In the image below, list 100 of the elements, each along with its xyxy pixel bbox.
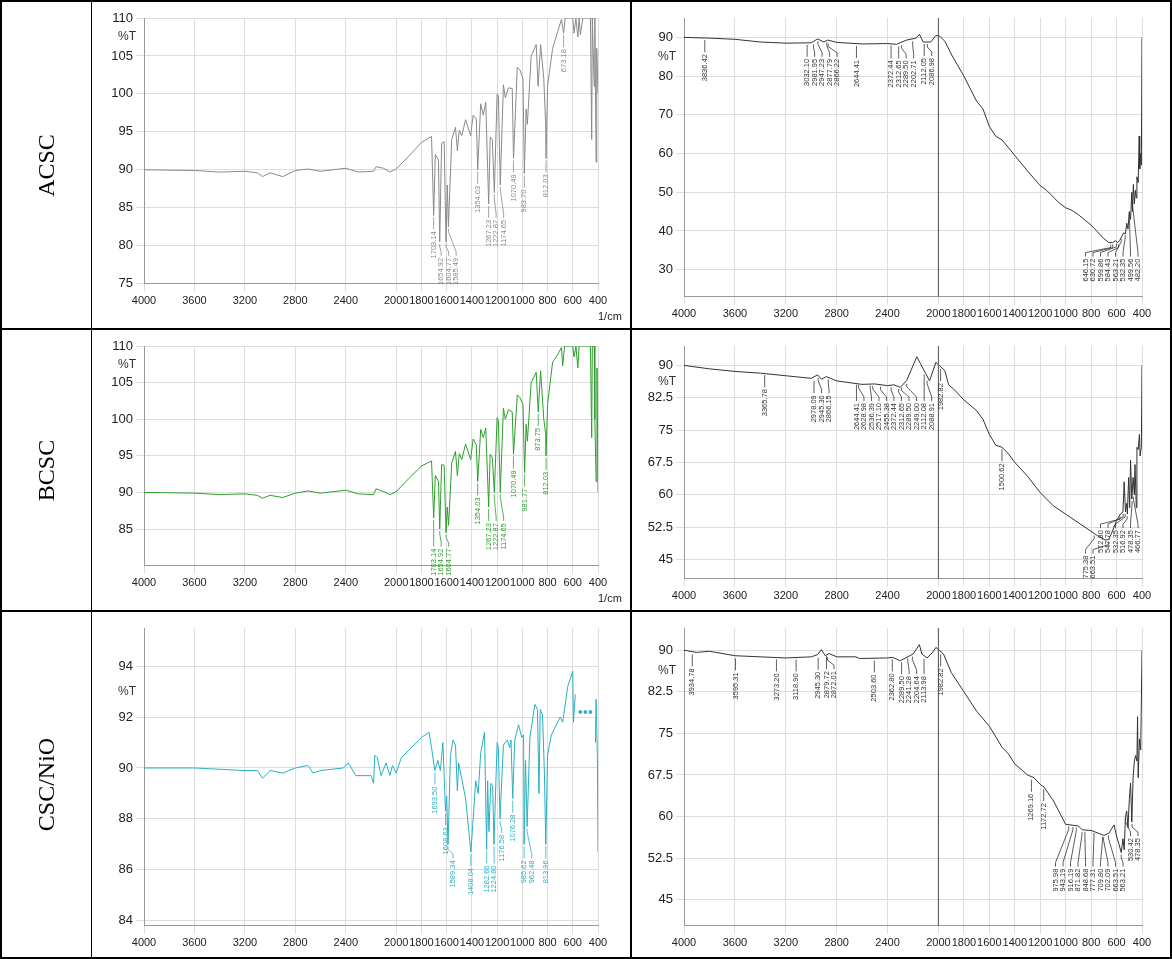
y-axis-title: %T xyxy=(118,356,137,371)
y-tick-label: 70 xyxy=(658,106,673,122)
x-tick-label: 2000 xyxy=(383,576,409,589)
y-axis-title: %T xyxy=(658,49,677,64)
x-axis-title: 1/cm xyxy=(598,592,622,605)
x-tick-label: 4000 xyxy=(671,589,697,602)
x-tick-label: 800 xyxy=(538,936,557,949)
x-tick-label: 1800 xyxy=(409,294,434,307)
x-tick-label: 400 xyxy=(588,294,608,307)
x-tick-label: 2400 xyxy=(875,589,900,602)
x-tick-label: 1600 xyxy=(977,307,1002,320)
x-tick-label: 4000 xyxy=(131,576,157,589)
x-tick-label: 3200 xyxy=(773,307,799,320)
text: BCSC xyxy=(33,439,60,501)
y-tick-label: 60 xyxy=(658,145,673,161)
x-tick-label: 4000 xyxy=(131,936,157,949)
x-tick-label: 800 xyxy=(538,576,557,589)
y-tick-label: 86 xyxy=(118,861,133,877)
y-tick-label: 45 xyxy=(658,550,673,566)
y-axis-title: %T xyxy=(118,29,137,44)
x-tick-label: 2400 xyxy=(333,936,359,949)
x-tick-label: 1000 xyxy=(510,576,535,589)
x-tick-label: 1600 xyxy=(434,576,459,589)
y-tick-label: 90 xyxy=(658,28,673,44)
y-tick-label: 67.5 xyxy=(647,453,673,469)
x-tick-label: 2000 xyxy=(383,936,409,949)
x-tick-label: 1800 xyxy=(409,576,434,589)
x-tick-label: 3600 xyxy=(182,294,207,307)
x-tick-label: 1800 xyxy=(951,307,977,320)
x-tick-label: 1600 xyxy=(977,936,1002,949)
y-tick-label: 67.5 xyxy=(647,766,673,782)
y-tick-label: 105 xyxy=(111,47,133,63)
x-tick-label: 1000 xyxy=(510,936,535,949)
x-tick-label: 3200 xyxy=(232,294,258,307)
y-tick-label: 75 xyxy=(118,275,133,291)
y-tick-label: 80 xyxy=(658,67,673,83)
x-tick-label: 2400 xyxy=(875,936,900,949)
x-tick-label: 1400 xyxy=(459,936,485,949)
x-tick-label: 1800 xyxy=(951,589,977,602)
x-tick-label: 800 xyxy=(538,294,557,307)
x-tick-label: 4000 xyxy=(671,936,697,949)
x-tick-label: 3200 xyxy=(773,589,799,602)
y-tick-label: 92 xyxy=(118,708,133,724)
x-tick-label: 1600 xyxy=(434,294,459,307)
x-tick-label: 2800 xyxy=(283,576,308,589)
y-tick-label: 88 xyxy=(118,810,133,826)
x-tick-label: 600 xyxy=(563,294,582,307)
x-tick-label: 3600 xyxy=(722,307,748,320)
y-axis-title: %T xyxy=(118,683,137,698)
y-tick-label: 60 xyxy=(658,808,673,824)
y-tick-label: 85 xyxy=(118,199,133,215)
y-tick-label: 52.5 xyxy=(647,518,673,534)
x-tick-label: 3600 xyxy=(722,589,748,602)
y-tick-label: 45 xyxy=(658,891,673,907)
x-tick-label: 3200 xyxy=(232,936,258,949)
y-tick-label: 95 xyxy=(118,447,133,463)
y-tick-label: 94 xyxy=(118,657,133,673)
x-tick-label: 1200 xyxy=(484,936,510,949)
x-tick-label: 2000 xyxy=(383,294,409,307)
x-tick-label: 800 xyxy=(1081,936,1101,949)
x-tick-label: 1600 xyxy=(977,589,1002,602)
y-tick-label: 85 xyxy=(118,520,133,536)
x-tick-label: 800 xyxy=(1081,307,1101,320)
x-axis-title: 1/cm xyxy=(598,310,622,323)
x-tick-label: 1000 xyxy=(510,294,535,307)
x-tick-label: 3600 xyxy=(182,576,207,589)
x-tick-label: 2800 xyxy=(283,294,308,307)
y-tick-label: 100 xyxy=(111,85,133,101)
x-tick-label: 1800 xyxy=(951,936,977,949)
y-axis-title: %T xyxy=(658,663,677,678)
text: CSC/NiO xyxy=(33,737,60,832)
x-tick-label: 1400 xyxy=(1002,589,1028,602)
x-tick-label: 1200 xyxy=(1027,307,1053,320)
x-tick-label: 1400 xyxy=(459,294,485,307)
x-tick-label: 1400 xyxy=(1002,936,1028,949)
x-tick-label: 2800 xyxy=(824,589,849,602)
y-tick-label: 90 xyxy=(658,641,673,657)
x-tick-label: 2000 xyxy=(926,589,951,602)
x-tick-label: 1800 xyxy=(409,936,434,949)
y-tick-label: 110 xyxy=(112,337,133,353)
y-tick-label: 95 xyxy=(118,123,133,139)
y-tick-label: 90 xyxy=(118,759,133,775)
x-tick-label: 2400 xyxy=(875,307,900,320)
x-tick-label: 3200 xyxy=(232,576,258,589)
x-tick-label: 600 xyxy=(563,576,582,589)
y-tick-label: 90 xyxy=(118,161,133,177)
y-tick-label: 90 xyxy=(118,483,133,499)
y-tick-label: 52.5 xyxy=(647,849,673,865)
x-tick-label: 1000 xyxy=(1053,936,1078,949)
y-tick-label: 80 xyxy=(118,237,133,253)
y-tick-label: 50 xyxy=(658,183,673,199)
x-tick-label: 1000 xyxy=(1053,307,1078,320)
x-tick-label: 400 xyxy=(1132,307,1152,320)
y-tick-label: 110 xyxy=(112,9,133,25)
y-tick-label: 105 xyxy=(111,374,133,390)
x-tick-label: 400 xyxy=(588,936,608,949)
x-tick-label: 4000 xyxy=(671,307,697,320)
x-tick-label: 400 xyxy=(588,576,608,589)
x-tick-label: 3600 xyxy=(182,936,207,949)
text: ACSC xyxy=(32,133,60,197)
